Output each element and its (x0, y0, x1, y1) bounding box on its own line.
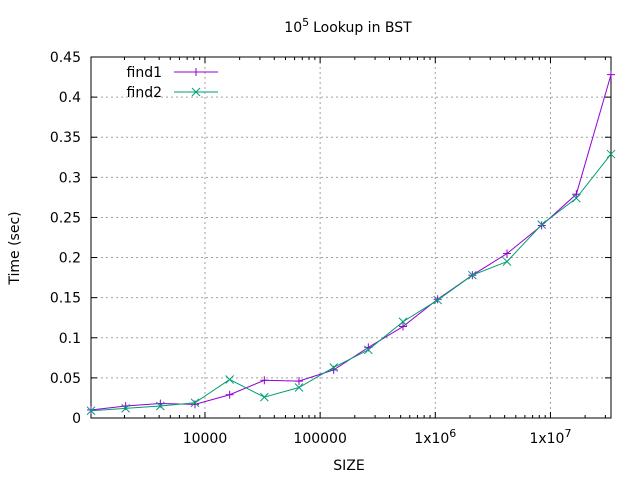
data-point-find2 (571, 193, 581, 203)
data-point-find2 (225, 375, 235, 384)
y-tick-label: 0 (72, 411, 81, 427)
y-tick-label: 0.35 (50, 130, 81, 146)
plot-frame (90, 56, 612, 419)
data-point-find2 (537, 220, 547, 230)
data-point-find2 (329, 363, 339, 372)
y-tick-label: 0.1 (59, 331, 81, 347)
data-point-find2 (363, 345, 373, 355)
y-tick-label: 0.45 (50, 50, 81, 66)
data-point-find2 (155, 401, 165, 411)
x-tick-label: 1x106 (414, 427, 456, 447)
legend-entry-find1: find1 (127, 65, 218, 81)
data-point-find1 (87, 405, 95, 414)
series-find1 (87, 70, 615, 414)
y-tick-label: 0.2 (59, 251, 81, 267)
x-tick-label: 1x107 (529, 427, 571, 447)
y-tick-label: 0.4 (59, 90, 81, 106)
x-tick-label: 100000 (293, 431, 346, 447)
data-point-find1 (607, 70, 615, 79)
legend-entry-find2: find2 (127, 85, 218, 101)
data-point-find2 (398, 317, 408, 327)
data-point-find1 (503, 249, 511, 258)
data-point-find1 (399, 322, 407, 331)
data-point-find2 (606, 149, 616, 159)
series-layer (86, 70, 616, 416)
data-point-find2 (121, 404, 131, 413)
data-point-find1 (433, 295, 442, 304)
y-axis: 0 0.05 0.1 0.15 0.2 0.25 0.3 0.35 0.4 0.45 (50, 50, 611, 427)
y-axis-title: Time (sec) (7, 211, 23, 285)
data-point-find2 (433, 295, 443, 305)
data-point-find2 (502, 257, 512, 266)
y-tick-label: 0.05 (50, 371, 81, 387)
series-line-find1 (90, 74, 612, 411)
legend-label: find1 (127, 65, 163, 81)
series-line-find2 (90, 153, 612, 412)
chart-title: 105 Lookup in BST (284, 16, 412, 36)
legend-label: find2 (127, 85, 163, 101)
data-point-find2 (190, 398, 200, 408)
data-point-find1 (295, 377, 303, 386)
x-axis-title: SIZE (333, 458, 364, 474)
data-point-find1 (191, 400, 199, 409)
data-point-find1 (260, 376, 269, 385)
legend-marker (191, 87, 201, 97)
x-tick-label: 10000 (183, 431, 228, 447)
data-point-find2 (86, 406, 96, 416)
data-point-find1 (225, 390, 234, 399)
y-tick-label: 0.15 (50, 291, 81, 307)
legend-marker (192, 68, 200, 76)
y-tick-label: 0.25 (50, 210, 81, 226)
series-find2 (86, 149, 616, 416)
x-axis: 10000 100000 1x106 1x107 (123, 57, 606, 447)
legend: find1 find2 (127, 65, 218, 101)
data-point-find1 (537, 221, 546, 230)
plot-border (90, 56, 612, 419)
grid (91, 57, 611, 418)
data-point-find2 (259, 392, 269, 402)
data-point-find2 (467, 270, 477, 280)
y-tick-label: 0.3 (59, 170, 81, 186)
data-point-find2 (294, 383, 304, 392)
